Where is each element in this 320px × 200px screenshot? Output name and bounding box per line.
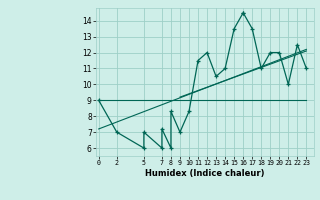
X-axis label: Humidex (Indice chaleur): Humidex (Indice chaleur) bbox=[145, 169, 265, 178]
